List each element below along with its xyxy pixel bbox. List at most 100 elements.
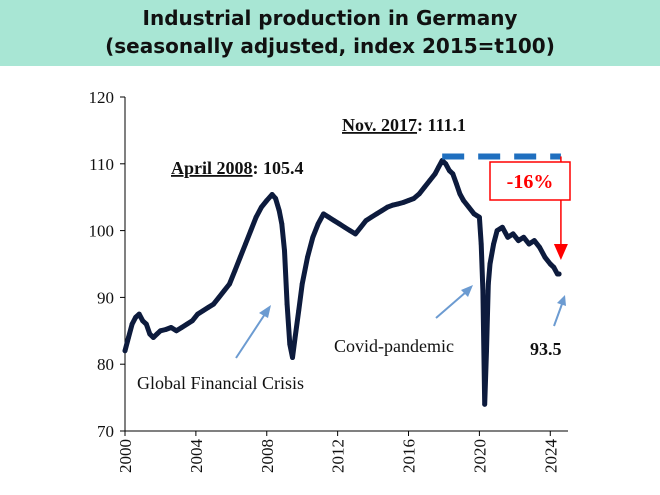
- data-point: [422, 184, 427, 190]
- data-point: [264, 198, 270, 203]
- data-point: [154, 331, 160, 337]
- gfc-arrow: [235, 305, 271, 359]
- data-point: [279, 221, 285, 227]
- axes: [120, 96, 568, 436]
- data-point: [406, 198, 411, 203]
- data-point: [457, 191, 463, 197]
- data-point: [315, 221, 321, 227]
- data-point: [547, 261, 553, 267]
- data-point: [143, 321, 149, 327]
- april2008-value: : 105.4: [253, 158, 304, 178]
- data-point: [321, 211, 326, 217]
- covid-arrow: [435, 285, 473, 319]
- data-point: [347, 228, 353, 234]
- data-point: [273, 196, 278, 201]
- data-point: [200, 308, 206, 314]
- gfc-arrow-head: [259, 305, 271, 318]
- data-point: [551, 264, 557, 270]
- data-point: [290, 355, 295, 360]
- x-tick-label-2020: 2020: [470, 439, 489, 473]
- data-point: [287, 341, 293, 347]
- data-point: [510, 231, 516, 237]
- data-point: [296, 308, 302, 314]
- data-point: [494, 228, 500, 234]
- data-point: [482, 401, 488, 407]
- peak-annotation: Nov. 2017: 111.1: [342, 115, 466, 135]
- data-point: [358, 224, 364, 230]
- covid-arrow-head: [461, 285, 473, 297]
- data-point: [432, 171, 438, 177]
- data-point: [184, 321, 190, 327]
- data-point: [443, 161, 449, 167]
- peak-annotation-value: : 111.1: [417, 115, 466, 135]
- data-point: [395, 201, 401, 207]
- data-point: [480, 288, 486, 294]
- x-tick-labels: 2000 2004 2008 2012 2016 2020 2024: [116, 439, 560, 474]
- last-value-arrow: [553, 295, 566, 327]
- data-point: [299, 281, 305, 287]
- data-point: [454, 181, 459, 187]
- data-point: [276, 208, 282, 214]
- y-tick-label-110: 110: [89, 155, 114, 174]
- data-point: [221, 288, 227, 294]
- data-point: [450, 171, 456, 177]
- title-band: Industrial production in Germany (season…: [0, 0, 660, 66]
- data-point: [126, 335, 131, 340]
- gfc-arrow-shaft: [235, 313, 266, 359]
- covid-label: Covid-pandemic: [334, 336, 454, 356]
- data-point: [516, 238, 521, 244]
- data-point: [556, 271, 562, 277]
- data-point: [227, 281, 232, 287]
- chart-subtitle: (seasonally adjusted, index 2015=t100): [105, 34, 555, 58]
- data-point: [237, 254, 243, 260]
- data-point: [174, 328, 179, 334]
- decline-box: [489, 161, 571, 201]
- data-point: [243, 241, 248, 247]
- data-point: [342, 224, 348, 230]
- data-point: [542, 254, 548, 260]
- data-point: [168, 325, 174, 330]
- data-point: [505, 234, 511, 240]
- data-point: [500, 224, 505, 230]
- data-point: [521, 234, 527, 240]
- data-point: [466, 204, 472, 210]
- data-point: [122, 348, 128, 354]
- data-point: [195, 311, 201, 317]
- x-tick-label-2000: 2000: [116, 439, 135, 473]
- data-point: [259, 204, 264, 210]
- data-point: [485, 281, 491, 287]
- data-point: [379, 208, 385, 214]
- data-point: [147, 331, 153, 337]
- data-point: [526, 241, 532, 247]
- x-tick-label-2012: 2012: [329, 439, 348, 473]
- data-point: [189, 318, 195, 324]
- covid-arrow-shaft: [435, 291, 467, 319]
- gfc-label: Global Financial Crisis: [137, 373, 304, 393]
- data-point: [363, 218, 369, 224]
- data-point: [248, 228, 254, 234]
- data-point: [390, 202, 395, 208]
- data-point: [368, 214, 374, 220]
- data-point: [253, 214, 259, 220]
- data-point: [436, 164, 441, 170]
- data-point: [531, 238, 537, 244]
- april2008-label: April 2008: [171, 158, 253, 178]
- y-tick-label-70: 70: [97, 422, 114, 441]
- data-point: [353, 231, 358, 237]
- data-point: [158, 328, 163, 334]
- data-point: [384, 204, 390, 210]
- last-value-arrow-head: [557, 295, 566, 306]
- y-tick-label-100: 100: [89, 222, 115, 241]
- y-tick-label-80: 80: [97, 355, 114, 374]
- data-point: [211, 301, 217, 307]
- data-point: [411, 196, 417, 201]
- x-tick-label-2024: 2024: [541, 439, 560, 474]
- data-point: [427, 178, 433, 183]
- decline-marker: -16%: [489, 156, 571, 261]
- data-point: [163, 327, 169, 332]
- data-point: [400, 200, 406, 205]
- data-point: [478, 241, 484, 247]
- data-point: [326, 214, 332, 220]
- data-point: [461, 198, 466, 203]
- y-tick-label-90: 90: [97, 288, 114, 307]
